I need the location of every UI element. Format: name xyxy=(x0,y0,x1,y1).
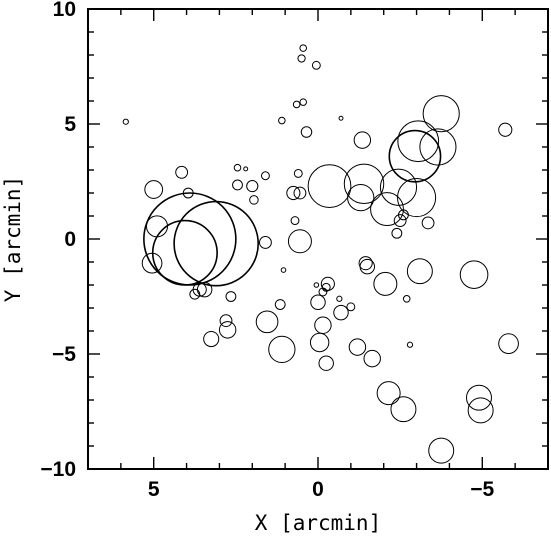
data-point xyxy=(141,252,163,274)
data-point xyxy=(218,321,237,339)
data-point xyxy=(370,192,404,227)
data-point xyxy=(466,384,492,411)
data-point xyxy=(428,437,455,464)
y-tick-label: −10 xyxy=(40,458,76,481)
data-point xyxy=(309,332,330,353)
data-point xyxy=(225,291,237,302)
data-point xyxy=(498,122,513,137)
data-point xyxy=(379,168,418,206)
data-point xyxy=(182,187,194,199)
data-point xyxy=(286,185,301,201)
data-point xyxy=(402,295,411,303)
data-point xyxy=(314,316,332,334)
data-point xyxy=(338,115,344,121)
data-point xyxy=(406,258,433,285)
data-point xyxy=(363,349,381,368)
data-point xyxy=(259,236,272,249)
data-point xyxy=(297,54,306,63)
data-point xyxy=(376,381,401,406)
data-point xyxy=(260,171,270,181)
data-point xyxy=(422,95,460,133)
data-point xyxy=(359,258,376,275)
data-point xyxy=(391,227,403,239)
data-point xyxy=(398,209,409,221)
data-point xyxy=(287,229,312,254)
data-point xyxy=(358,256,373,271)
data-point xyxy=(233,163,242,172)
data-point xyxy=(173,200,259,287)
data-point xyxy=(203,330,220,348)
data-point xyxy=(373,271,398,296)
y-tick-label: 5 xyxy=(64,113,76,136)
x-axis-label: X [arcmin] xyxy=(255,511,381,535)
data-point xyxy=(274,299,286,310)
data-point xyxy=(255,310,279,334)
data-point xyxy=(406,341,414,348)
y-tick-label: −5 xyxy=(52,343,76,366)
plot-frame xyxy=(87,8,549,470)
data-point xyxy=(311,60,321,70)
data-point xyxy=(268,335,296,364)
data-point xyxy=(459,260,489,289)
x-tick-label: −5 xyxy=(470,478,494,501)
data-point xyxy=(390,396,417,423)
data-point xyxy=(318,355,334,371)
data-point xyxy=(292,100,301,109)
axis-ticks xyxy=(87,8,549,470)
data-point xyxy=(144,180,164,199)
data-point xyxy=(333,304,349,321)
y-axis-label: Y [arcmin] xyxy=(1,176,25,302)
x-tick-label: 5 xyxy=(148,478,160,501)
data-point xyxy=(243,166,249,172)
data-point xyxy=(196,281,213,298)
data-point xyxy=(313,282,320,288)
data-point xyxy=(145,215,169,238)
data-point xyxy=(299,98,308,106)
data-point xyxy=(151,219,218,286)
tick-labels: 5 0 −5 10 5 0 −5 −10 xyxy=(40,0,494,501)
data-point xyxy=(419,128,457,166)
data-point xyxy=(278,116,286,125)
data-point xyxy=(290,216,300,226)
data-point xyxy=(467,397,494,424)
data-point xyxy=(343,163,385,205)
data-point xyxy=(393,214,407,228)
data-point xyxy=(347,183,375,212)
data-point xyxy=(246,180,259,193)
data-point xyxy=(299,44,308,52)
data-point xyxy=(336,295,343,302)
data-point xyxy=(249,195,259,205)
data-points xyxy=(122,44,519,464)
data-point xyxy=(219,314,233,328)
data-point xyxy=(280,267,287,273)
data-point xyxy=(192,282,207,297)
data-point xyxy=(122,118,129,125)
data-point xyxy=(348,338,367,356)
data-point xyxy=(388,129,442,183)
data-point xyxy=(397,178,437,218)
data-point xyxy=(346,302,356,312)
data-point xyxy=(175,165,189,179)
data-point xyxy=(310,294,326,310)
data-point xyxy=(307,164,352,208)
data-point xyxy=(320,276,335,291)
data-point xyxy=(300,126,313,138)
x-tick-label: 0 xyxy=(312,478,324,501)
data-point xyxy=(232,179,243,191)
data-point xyxy=(293,169,303,178)
data-point xyxy=(498,333,519,355)
data-point xyxy=(421,216,435,230)
y-tick-label: 0 xyxy=(64,228,76,251)
data-point xyxy=(353,131,372,149)
y-tick-label: 10 xyxy=(53,0,76,21)
data-point xyxy=(397,120,440,163)
data-point xyxy=(293,186,307,200)
